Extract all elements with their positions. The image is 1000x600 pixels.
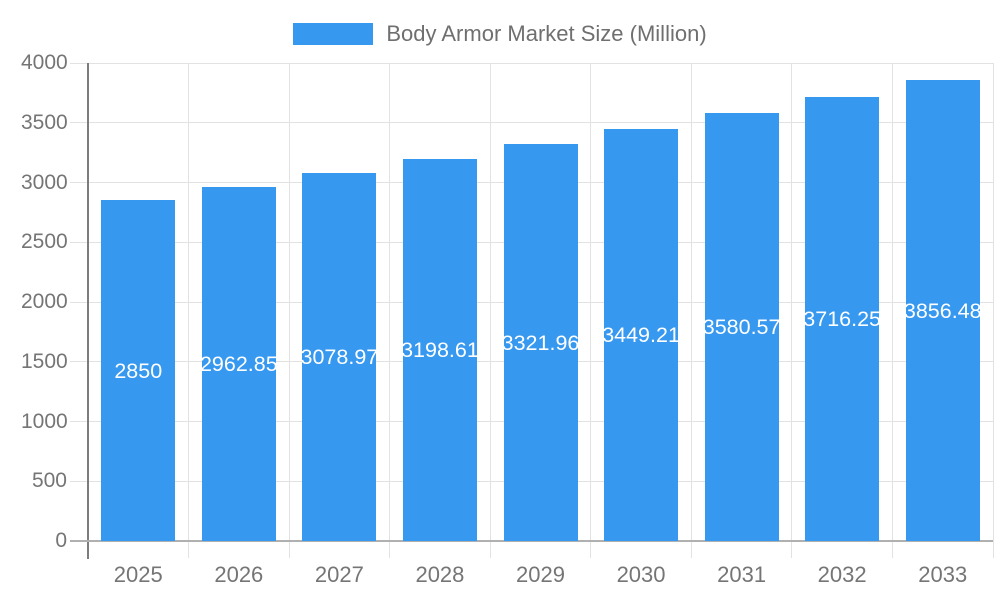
legend[interactable]: Body Armor Market Size (Million) [0, 21, 1000, 47]
bar[interactable] [503, 144, 578, 541]
x-gridline [690, 63, 692, 558]
x-axis-tick-label: 2025 [113, 562, 163, 587]
x-gridline [992, 63, 994, 558]
x-axis-tick-label: 2029 [516, 562, 565, 587]
legend-color-swatch-icon [293, 23, 374, 45]
y-axis-tick-label: 3500 [21, 110, 68, 134]
x-axis-tick-label: 2027 [314, 562, 364, 587]
y-axis-tick-label: 4000 [21, 51, 68, 74]
x-axis-tick-label: 2033 [918, 562, 968, 587]
x-gridline [188, 63, 190, 558]
x-gridline [389, 63, 391, 558]
x-gridline [791, 63, 793, 558]
bar[interactable] [704, 113, 779, 541]
y-axis-tick-label: 3000 [21, 170, 68, 194]
bar-value-label: 2850 [114, 358, 163, 383]
x-axis-baseline [70, 540, 993, 542]
bar[interactable] [101, 200, 176, 541]
y-axis-line [87, 63, 89, 559]
bar-value-label: 3321.96 [501, 330, 580, 355]
y-axis-tick-label: 2000 [21, 290, 68, 313]
x-axis-tick-label: 2032 [817, 562, 867, 587]
bar-value-label: 3580.57 [702, 315, 781, 340]
x-axis-tick-label: 2026 [214, 562, 264, 587]
y-axis-tick-label: 500 [31, 469, 67, 493]
bar[interactable] [402, 158, 477, 541]
bar-value-label: 3198.61 [401, 337, 479, 362]
bar[interactable] [805, 96, 880, 541]
bar[interactable] [302, 173, 377, 541]
legend-label: Body Armor Market Size (Million) [386, 21, 707, 46]
y-gridline [70, 122, 993, 124]
x-gridline [891, 63, 893, 558]
x-axis-tick-label: 2028 [415, 562, 465, 587]
bar-value-label: 3078.97 [300, 345, 379, 370]
bar[interactable] [905, 80, 980, 541]
y-gridline [70, 62, 993, 64]
bar[interactable] [604, 128, 679, 541]
x-axis-tick-label: 2031 [717, 562, 767, 587]
y-axis-tick-label: 1500 [21, 349, 68, 373]
x-gridline [288, 63, 290, 558]
bar-value-label: 2962.85 [199, 351, 278, 376]
bar-value-label: 3856.48 [903, 298, 982, 323]
bar[interactable] [201, 186, 276, 541]
x-axis-tick-label: 2030 [616, 562, 666, 587]
y-axis-tick-label: 2500 [21, 230, 68, 254]
y-axis-tick-label: 1000 [21, 409, 68, 433]
bar-value-label: 3716.25 [803, 306, 882, 331]
x-gridline [489, 63, 491, 558]
y-axis-tick-label: 0 [55, 529, 67, 552]
bar-value-label: 3449.21 [602, 322, 680, 347]
x-gridline [590, 63, 592, 558]
